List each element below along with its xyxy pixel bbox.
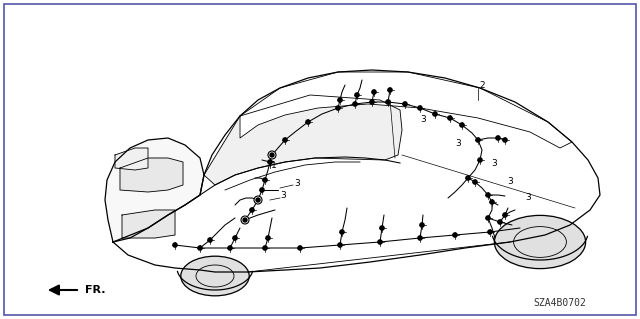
Circle shape [198,246,202,250]
Circle shape [233,236,237,240]
Circle shape [254,196,262,204]
Circle shape [243,218,247,222]
Ellipse shape [494,215,586,269]
Circle shape [473,180,477,184]
Circle shape [268,151,276,159]
Circle shape [380,226,384,230]
Circle shape [270,153,274,157]
Circle shape [241,216,249,224]
Circle shape [228,246,232,250]
Circle shape [266,236,270,240]
Circle shape [386,100,390,104]
Circle shape [268,160,272,164]
Circle shape [353,102,357,106]
Text: 3: 3 [525,192,531,202]
Circle shape [263,178,267,182]
Circle shape [355,93,359,97]
Circle shape [403,102,407,106]
Polygon shape [105,138,204,242]
Circle shape [208,238,212,242]
Circle shape [478,158,482,162]
Text: FR.: FR. [85,285,106,295]
Circle shape [260,188,264,192]
Circle shape [466,176,470,180]
Circle shape [370,100,374,104]
Circle shape [448,116,452,120]
Text: 2: 2 [479,80,485,90]
Circle shape [372,90,376,94]
Circle shape [283,138,287,142]
Circle shape [418,236,422,240]
Circle shape [263,246,267,250]
Circle shape [486,193,490,197]
Circle shape [298,246,302,250]
Text: 3: 3 [294,179,300,188]
Text: SZA4B0702: SZA4B0702 [534,298,586,308]
Polygon shape [115,148,148,170]
Circle shape [420,223,424,227]
Circle shape [418,106,422,110]
Polygon shape [204,95,402,185]
Text: 3: 3 [507,177,513,187]
Ellipse shape [180,256,249,296]
Polygon shape [122,210,175,238]
Text: 3: 3 [491,159,497,167]
Circle shape [388,88,392,92]
Circle shape [338,98,342,102]
Polygon shape [240,72,572,148]
Circle shape [490,200,494,204]
Text: 3: 3 [420,115,426,124]
Circle shape [433,112,437,116]
Circle shape [488,230,492,234]
Circle shape [173,243,177,247]
Polygon shape [113,70,600,272]
Circle shape [460,123,464,127]
Circle shape [256,198,260,202]
Circle shape [453,233,457,237]
Circle shape [503,213,507,217]
Text: 3: 3 [280,191,286,201]
Circle shape [496,136,500,140]
Circle shape [503,138,507,142]
Circle shape [250,208,254,212]
Circle shape [336,106,340,110]
Circle shape [476,138,480,142]
Circle shape [378,240,382,244]
Text: 3: 3 [455,138,461,147]
Circle shape [306,120,310,124]
Circle shape [340,230,344,234]
Polygon shape [120,158,183,192]
Circle shape [486,216,490,220]
Circle shape [498,220,502,224]
Circle shape [338,243,342,247]
Text: 1: 1 [271,160,277,169]
